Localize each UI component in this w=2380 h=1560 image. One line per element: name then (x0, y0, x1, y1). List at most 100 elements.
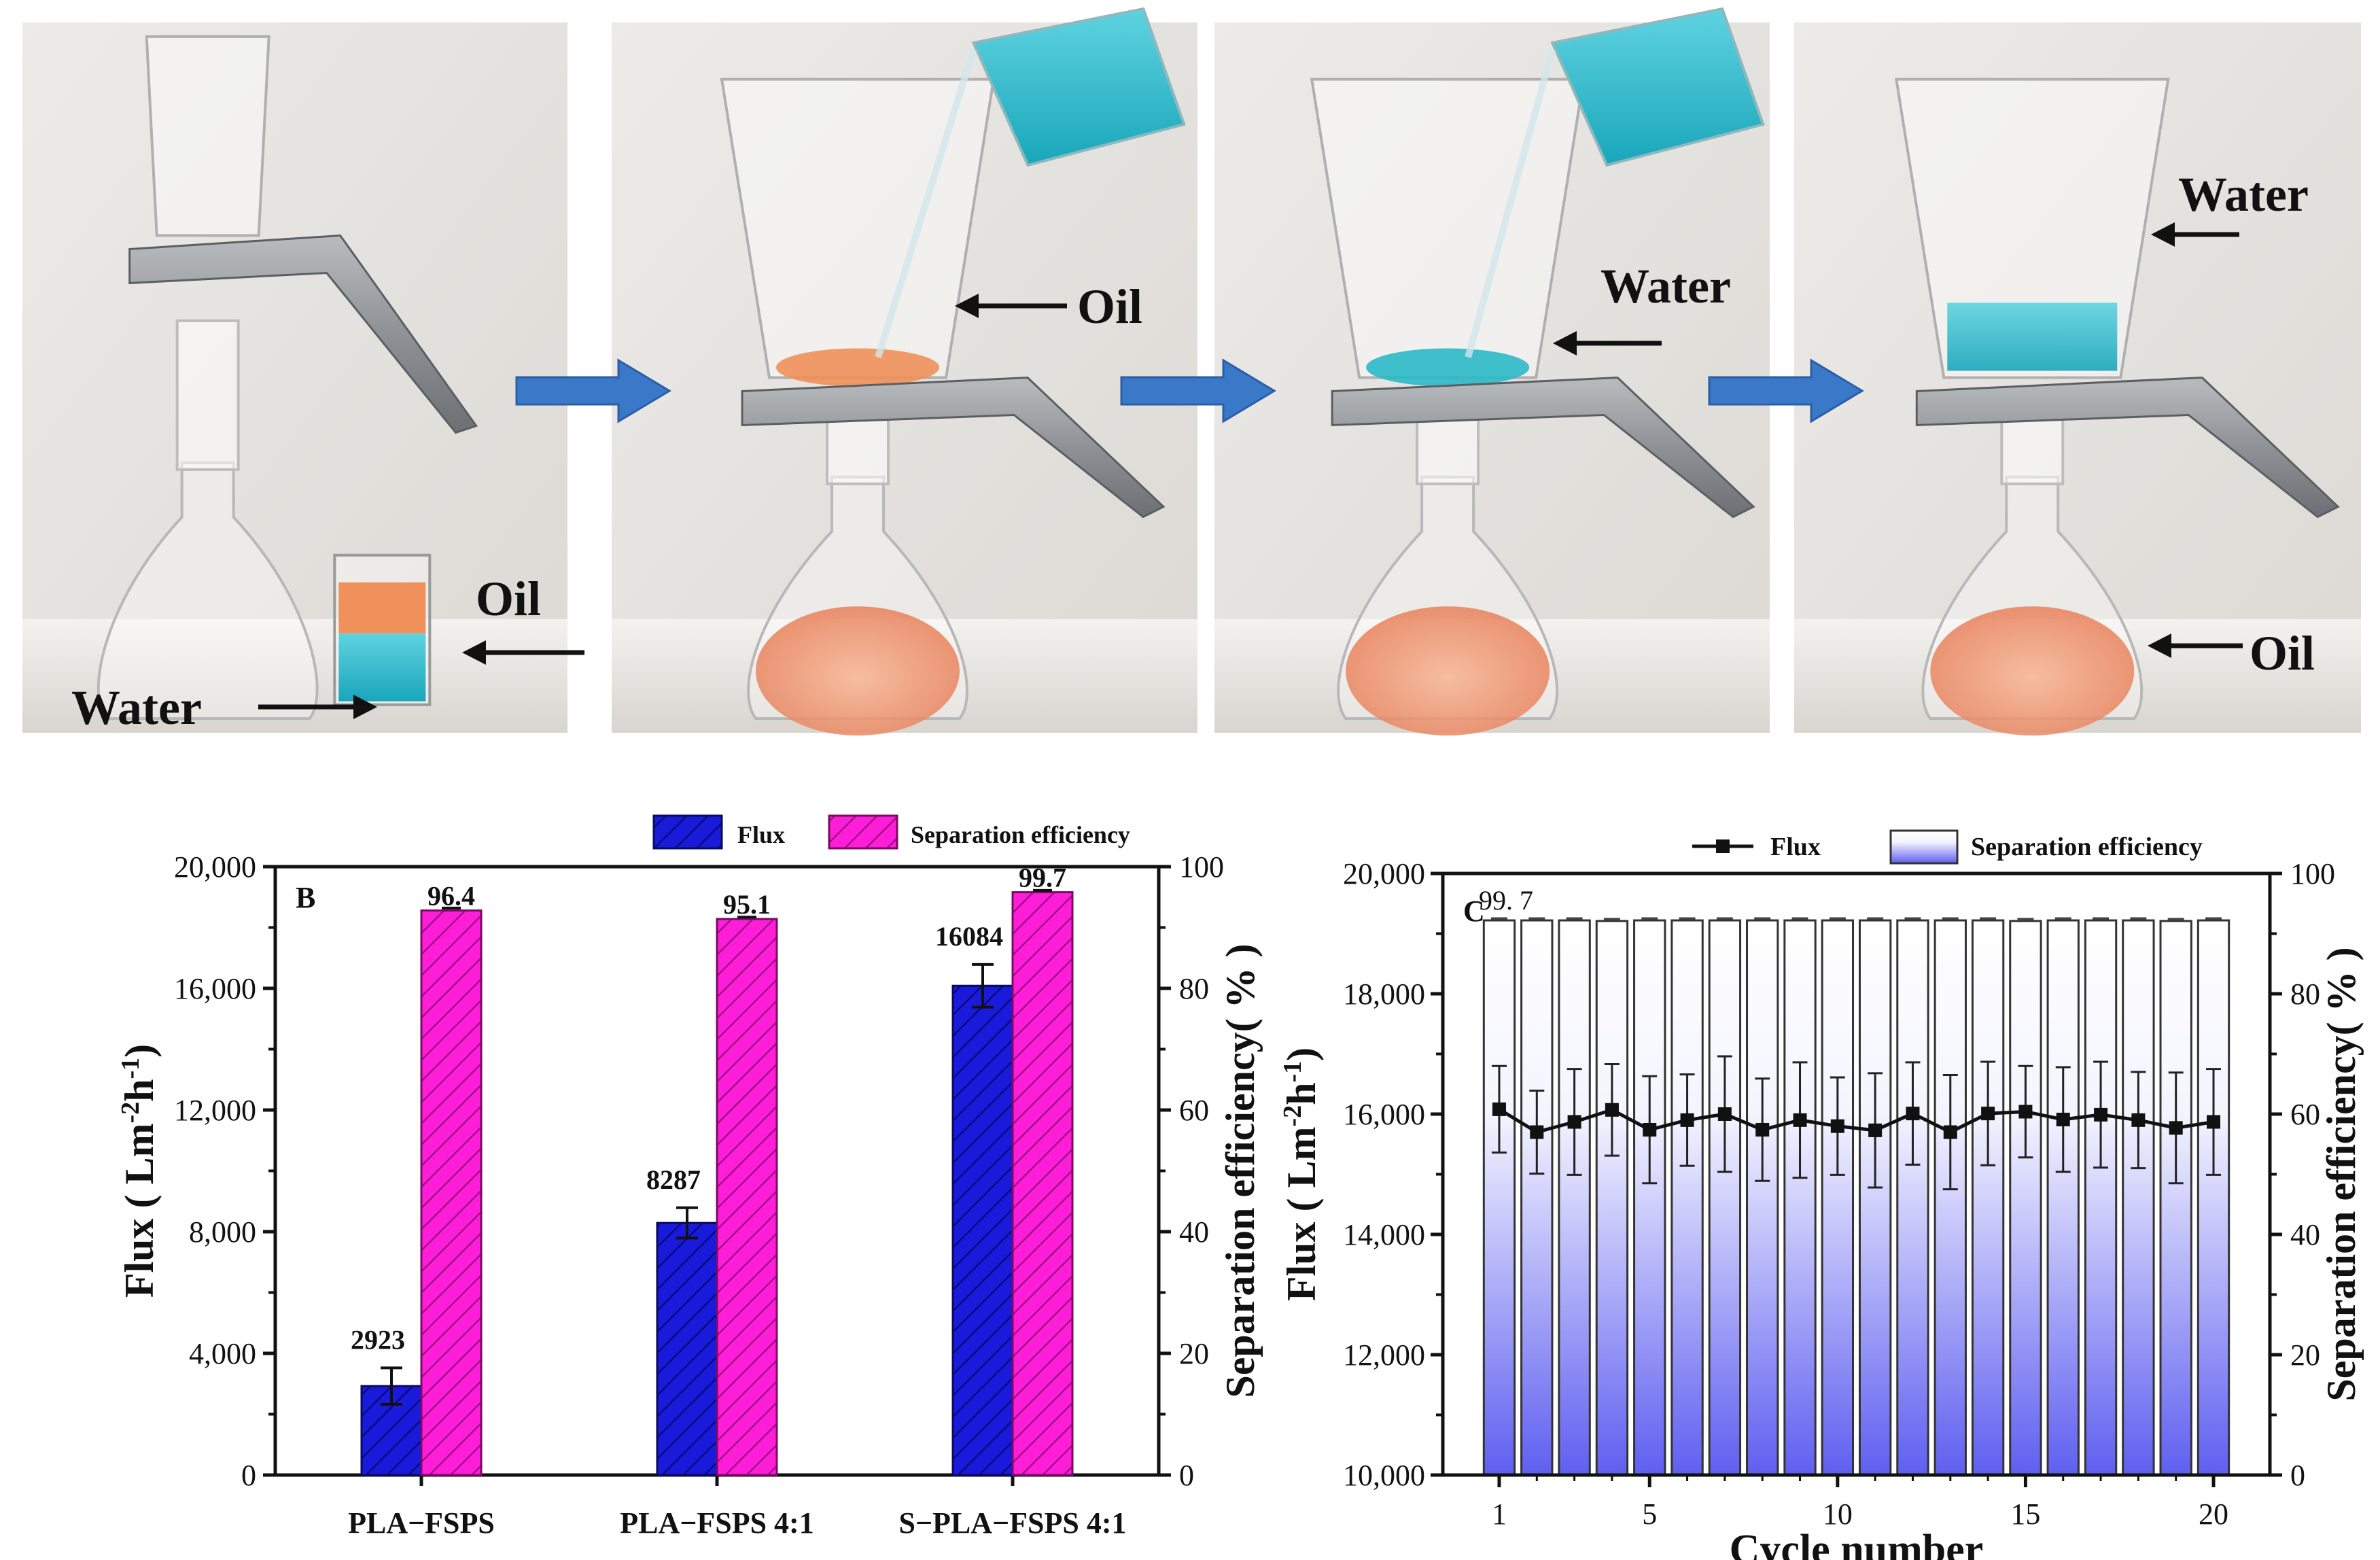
y-left-tick-label: 10,000 (1343, 1459, 1425, 1492)
efficiency-bar (1520, 919, 1554, 1476)
beaker-oil-layer (338, 582, 426, 634)
y-left-tick-label: 14,000 (1343, 1218, 1425, 1251)
photo-background (22, 22, 567, 733)
legend-swatch-flux (652, 814, 723, 850)
flux-point (1981, 1107, 1995, 1121)
clamp (128, 234, 478, 434)
legend-label-efficiency: Separation efficiency (1971, 833, 2203, 861)
x-tick-label: 5 (1642, 1497, 1657, 1531)
legend-label-flux: Flux (737, 821, 785, 848)
ylabel-sup: -1 (116, 1058, 145, 1079)
efficiency-bar (420, 909, 483, 1476)
efficiency-bar (1708, 919, 1742, 1476)
y-right-axis-label: Separation efficiency( % ) (1218, 943, 1263, 1398)
efficiency-bar (1746, 919, 1779, 1476)
photo-step-3 (1214, 7, 1770, 736)
callout-water-4: Water (2178, 167, 2309, 222)
ylabel-sup: -1 (1278, 1061, 1307, 1083)
flux-point (1868, 1123, 1883, 1137)
x-tick-label: S−PLA−FSPS 4:1 (899, 1506, 1127, 1540)
y-right-tick-label: 20 (1179, 1337, 1209, 1370)
efficiency-bar (1595, 920, 1629, 1476)
photo-step-2 (612, 7, 1197, 736)
clamp (741, 376, 1166, 519)
y-right-tick-label: 100 (1179, 850, 1224, 884)
flux-point (1492, 1102, 1506, 1116)
flux-point (1755, 1123, 1770, 1137)
efficiency-bar (2159, 920, 2192, 1476)
funnel-glass (720, 77, 996, 379)
flux-point (1680, 1113, 1694, 1127)
y-right-tick-label: 80 (1179, 972, 1209, 1005)
legend-marker-flux (1716, 839, 1730, 853)
filter-stem (2000, 411, 2065, 485)
flux-data-label: 16084 (935, 921, 1003, 952)
y-left-tick-label: 4,000 (189, 1337, 256, 1370)
x-tick-label: PLA−FSPS 4:1 (620, 1506, 813, 1540)
efficiency-bar (1011, 891, 1074, 1476)
efficiency-bar (1821, 919, 1855, 1476)
y-left-axis-label: Flux ( Lm-2h-1) (116, 1044, 162, 1298)
flux-data-label: 8287 (646, 1164, 701, 1195)
y-right-tick-label: 0 (2290, 1459, 2305, 1492)
flux-point (2056, 1112, 2070, 1126)
flux-point (1830, 1119, 1844, 1133)
y-right-tick-label: 100 (2290, 857, 2335, 890)
flux-point (1717, 1107, 1732, 1121)
x-tick-label: 1 (1492, 1497, 1507, 1531)
flux-bar (951, 984, 1014, 1476)
efficiency-bar (1558, 919, 1591, 1476)
flux-data-label: 2923 (351, 1324, 405, 1355)
ylabel-text: ) (1279, 1047, 1324, 1061)
y-left-tick-label: 16,000 (174, 972, 256, 1005)
water-in-funnel (1947, 302, 2118, 371)
flux-point (2094, 1107, 2108, 1122)
callout-oil-4: Oil (2250, 626, 2315, 680)
efficiency-bar (2046, 919, 2080, 1476)
flux-point (2131, 1113, 2146, 1127)
efficiency-bar (1933, 919, 1967, 1476)
clamp (1331, 376, 1755, 519)
y-left-axis-label: Flux ( Lm-2h-1) (1278, 1047, 1324, 1301)
efficiency-bar (1633, 919, 1666, 1476)
y-right-tick-label: 80 (2290, 977, 2320, 1011)
flux-point (2018, 1105, 2033, 1119)
flux-point (1793, 1113, 1807, 1127)
efficiency-bar (1482, 919, 1516, 1476)
step-arrow-3 (1708, 358, 1864, 423)
step-arrow-2 (1120, 358, 1276, 423)
ylabel-sup: -2 (116, 1102, 145, 1124)
efficiency-bar (2122, 919, 2155, 1476)
x-tick-label: 15 (2010, 1497, 2040, 1531)
efficiency-bar (2197, 919, 2230, 1476)
pouring-beaker (1550, 7, 1765, 167)
flux-point (1906, 1107, 1920, 1121)
efficiency-bar (1783, 919, 1817, 1476)
filter-stem (1416, 411, 1480, 485)
funnel-glass (145, 35, 270, 237)
photo-step-1 (22, 22, 567, 733)
y-left-tick-label: 8,000 (189, 1215, 256, 1249)
flux-point (1530, 1125, 1544, 1139)
y-left-tick-label: 20,000 (1343, 857, 1425, 890)
y-left-tick-label: 20,000 (174, 850, 256, 884)
callout-arrow-head (353, 695, 377, 719)
y-left-tick-label: 0 (241, 1459, 256, 1492)
ylabel-text: h (1279, 1082, 1324, 1105)
efficiency-bar (1858, 919, 1892, 1476)
step-arrow-1 (515, 358, 671, 423)
y-left-tick-label: 16,000 (1343, 1098, 1425, 1131)
photo-step-4 (1794, 22, 2361, 736)
y-right-tick-label: 20 (2290, 1338, 2320, 1372)
flux-point (1605, 1103, 1619, 1117)
callout-arrow-head (462, 640, 486, 665)
callout-arrow-head (955, 294, 979, 318)
y-right-tick-label: 60 (1179, 1094, 1209, 1127)
liquid-stream (875, 48, 977, 358)
legend-swatch-efficiency (828, 814, 898, 850)
y-right-tick-label: 60 (2290, 1098, 2320, 1131)
flux-point (2207, 1115, 2221, 1129)
filter-stem (175, 319, 240, 471)
